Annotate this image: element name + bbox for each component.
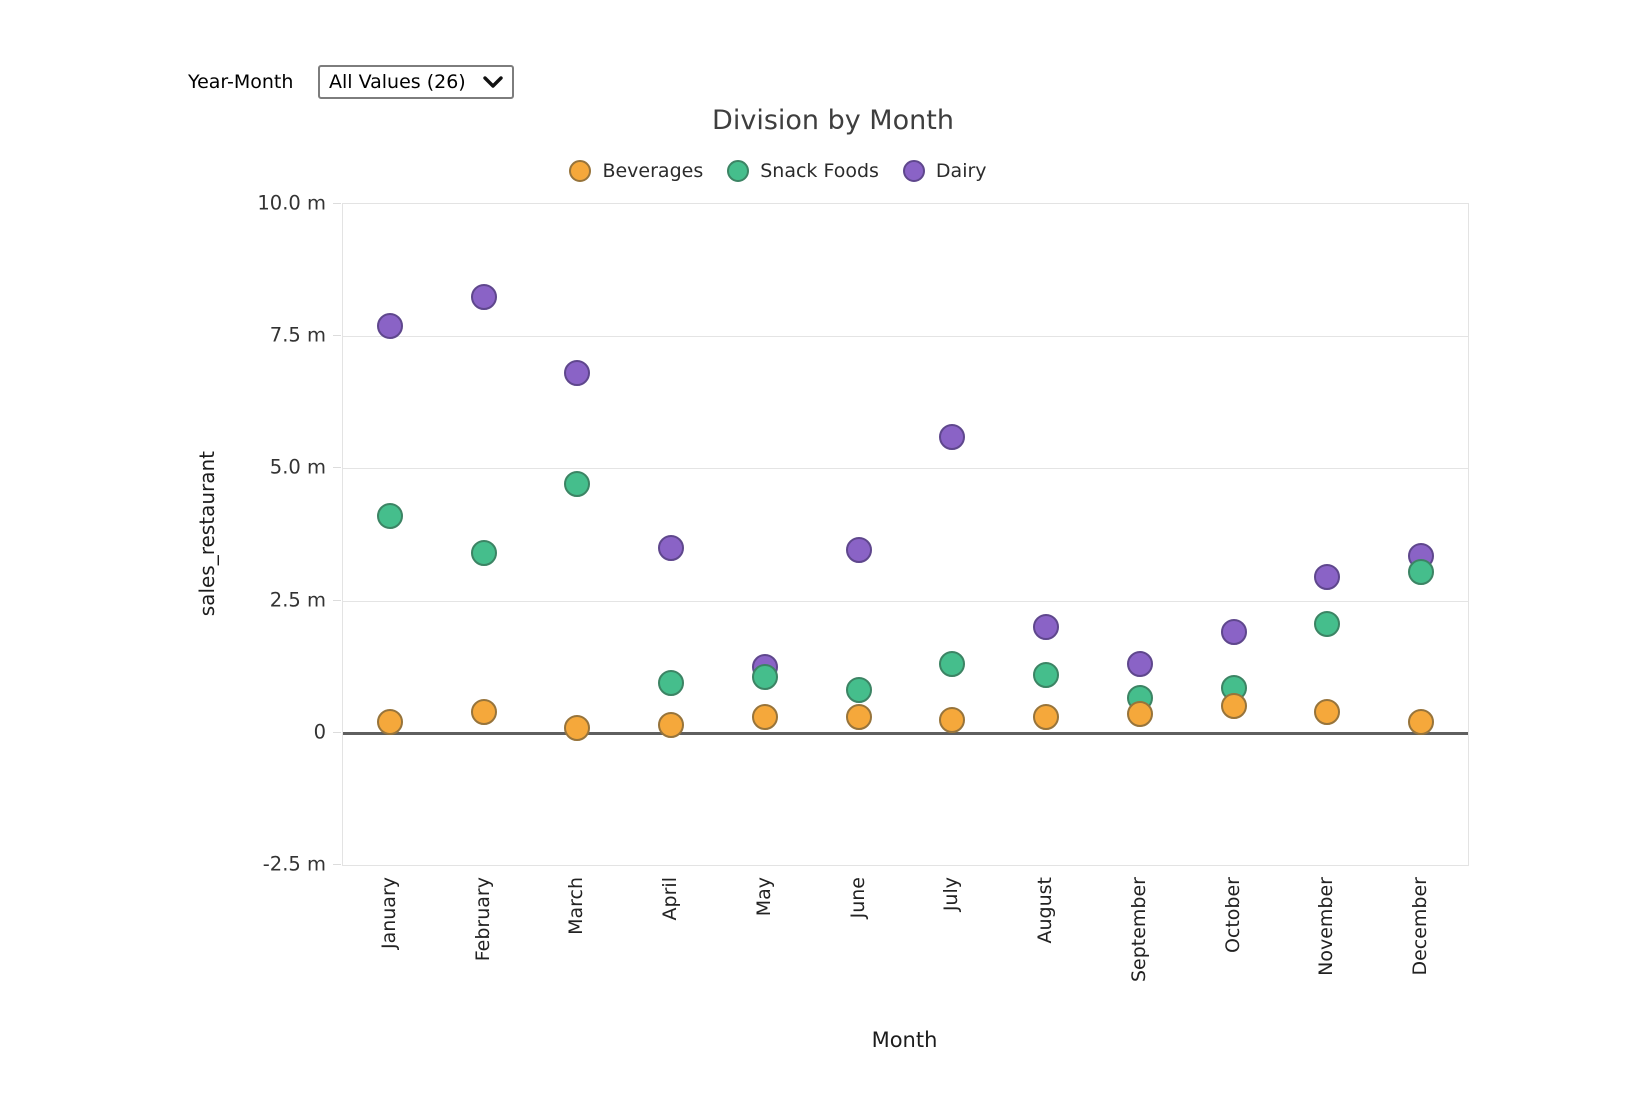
- point-dairy-april[interactable]: [658, 534, 685, 561]
- x-tick-label-march: March: [565, 877, 588, 935]
- point-dairy-january[interactable]: [376, 312, 403, 339]
- point-beverages-february[interactable]: [470, 698, 497, 725]
- y-tick-mark: [333, 731, 341, 733]
- y-tick-mark: [333, 599, 341, 601]
- point-beverages-august[interactable]: [1033, 703, 1060, 730]
- x-tick-label-june: June: [846, 877, 869, 919]
- y-tick-label: -2.5 m: [262, 852, 326, 876]
- plot-area: [342, 203, 1469, 866]
- x-tick-label-august: August: [1034, 877, 1057, 944]
- y-tick-label: 7.5 m: [269, 323, 326, 347]
- y-tick-label: 2.5 m: [269, 588, 326, 612]
- x-tick-label-november: November: [1315, 877, 1338, 976]
- point-beverages-december[interactable]: [1408, 709, 1435, 736]
- y-tick-mark: [333, 864, 341, 865]
- point-dairy-july[interactable]: [939, 423, 966, 450]
- gridline: [343, 468, 1468, 470]
- dairy-marker-icon: [902, 160, 925, 182]
- x-axis-labels: January February March April May June July Augu…: [342, 877, 1467, 1037]
- point-snack-foods-march[interactable]: [564, 471, 591, 498]
- y-axis-ticks: 10.0 m 7.5 m 5.0 m 2.5 m 0 -2.5 m: [0, 192, 342, 876]
- point-snack-foods-july[interactable]: [939, 651, 966, 678]
- legend: Beverages Snack Foods Dairy: [0, 156, 1556, 186]
- legend-item-snack-foods[interactable]: Snack Foods: [727, 160, 879, 182]
- point-snack-foods-august[interactable]: [1033, 661, 1060, 688]
- point-dairy-november[interactable]: [1314, 563, 1341, 590]
- legend-label-beverages: Beverages: [602, 160, 704, 182]
- chevron-down-icon: [483, 75, 503, 88]
- y-tick-mark: [333, 203, 341, 204]
- point-snack-foods-december[interactable]: [1408, 558, 1435, 585]
- year-month-dropdown[interactable]: All Values (26): [318, 65, 514, 99]
- dropdown-selected-value: All Values (26): [329, 71, 466, 93]
- x-tick-label-july: July: [940, 877, 963, 912]
- beverages-marker-icon: [569, 160, 592, 182]
- filter-label: Year-Month: [188, 71, 294, 93]
- point-snack-foods-january[interactable]: [376, 502, 403, 529]
- point-snack-foods-november[interactable]: [1314, 611, 1341, 638]
- x-axis-title: Month: [871, 1028, 938, 1052]
- legend-label-dairy: Dairy: [935, 160, 987, 182]
- snack-foods-marker-icon: [727, 160, 750, 182]
- point-snack-foods-june[interactable]: [845, 677, 872, 704]
- point-beverages-april[interactable]: [658, 711, 685, 738]
- point-dairy-march[interactable]: [564, 360, 591, 387]
- x-tick-label-september: September: [1127, 877, 1150, 983]
- x-tick-label-december: December: [1409, 877, 1432, 976]
- point-snack-foods-april[interactable]: [658, 669, 685, 696]
- legend-label-snack-foods: Snack Foods: [760, 160, 879, 182]
- y-tick-label: 5.0 m: [269, 455, 326, 479]
- zero-baseline: [343, 731, 1468, 735]
- point-beverages-july[interactable]: [939, 706, 966, 733]
- point-dairy-september[interactable]: [1126, 651, 1153, 678]
- point-snack-foods-february[interactable]: [470, 540, 497, 566]
- point-snack-foods-may[interactable]: [751, 664, 778, 691]
- x-tick-label-february: February: [471, 877, 494, 962]
- point-beverages-may[interactable]: [751, 703, 778, 730]
- y-tick-label: 10.0 m: [257, 191, 326, 215]
- point-dairy-august[interactable]: [1033, 614, 1060, 641]
- y-tick-mark: [333, 467, 341, 469]
- point-beverages-january[interactable]: [376, 709, 403, 736]
- point-beverages-november[interactable]: [1314, 698, 1341, 725]
- point-dairy-june[interactable]: [845, 537, 872, 564]
- x-tick-label-april: April: [659, 877, 682, 921]
- y-tick-mark: [333, 335, 341, 337]
- point-beverages-june[interactable]: [845, 703, 872, 730]
- x-tick-label-october: October: [1221, 877, 1244, 954]
- point-dairy-october[interactable]: [1220, 619, 1247, 646]
- y-tick-label: 0: [313, 720, 326, 744]
- point-dairy-february[interactable]: [470, 283, 497, 310]
- legend-item-beverages[interactable]: Beverages: [569, 160, 703, 182]
- chart-title: Division by Month: [712, 105, 954, 136]
- point-beverages-september[interactable]: [1126, 701, 1153, 728]
- gridline: [343, 600, 1468, 602]
- x-tick-label-january: January: [377, 877, 400, 950]
- x-tick-label-may: May: [752, 877, 775, 917]
- point-beverages-october[interactable]: [1220, 693, 1247, 720]
- point-beverages-march[interactable]: [564, 714, 591, 741]
- legend-item-dairy[interactable]: Dairy: [902, 160, 987, 182]
- gridline: [343, 336, 1468, 338]
